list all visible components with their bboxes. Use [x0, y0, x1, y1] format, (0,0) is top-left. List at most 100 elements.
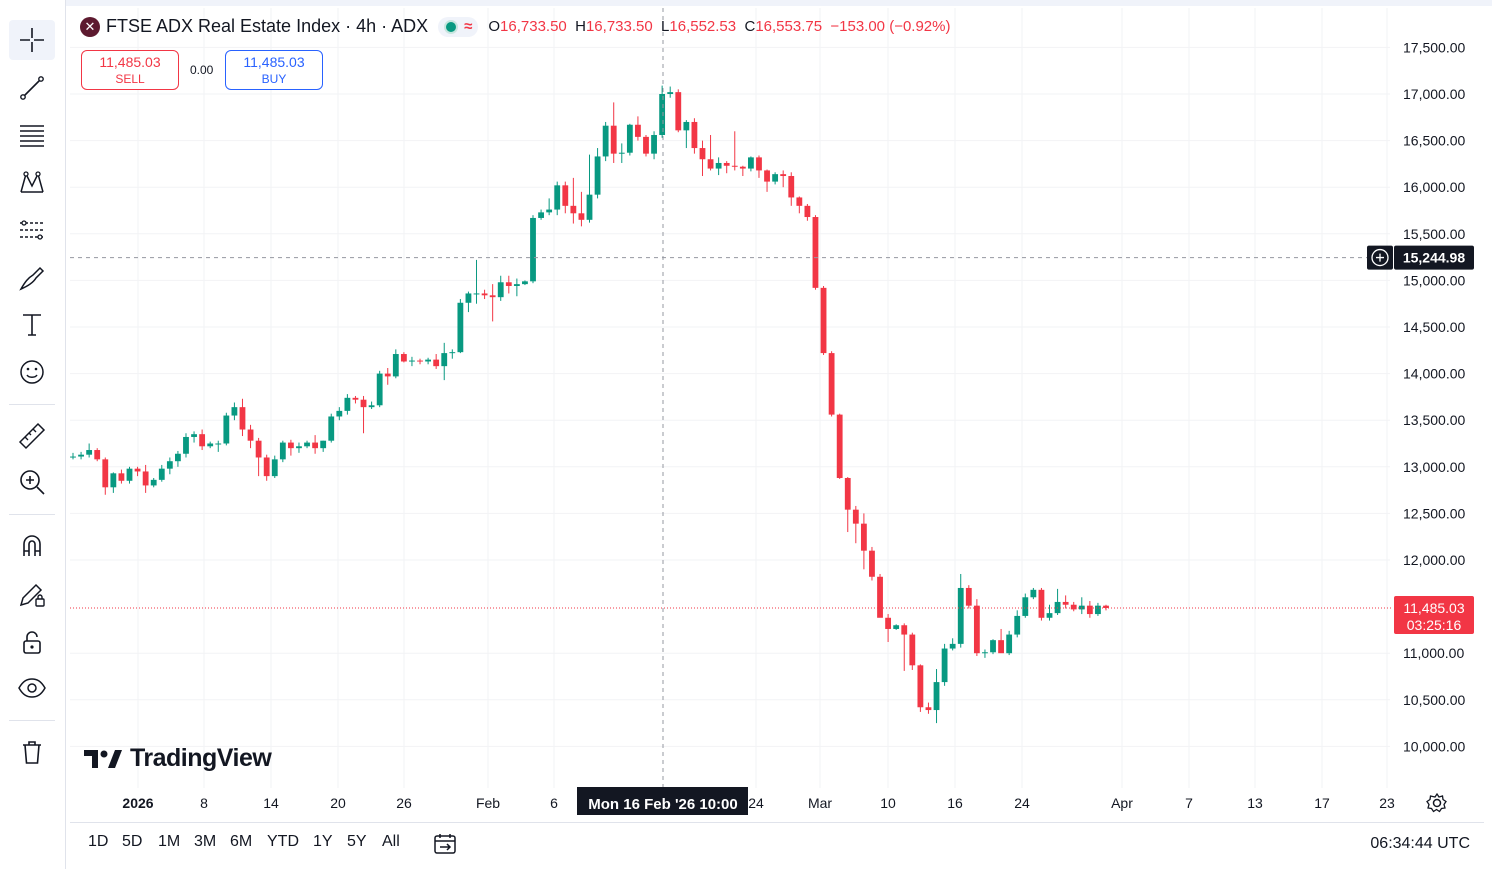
- price-chart[interactable]: 17,500.00 17,000.00 16,500.00 16,000.00 15,5…: [70, 8, 1484, 820]
- candle-body[interactable]: [126, 468, 133, 481]
- candle-body[interactable]: [772, 174, 779, 182]
- candle-body[interactable]: [513, 284, 520, 286]
- candle-body[interactable]: [239, 407, 246, 430]
- candle-body[interactable]: [522, 281, 528, 285]
- candle-body[interactable]: [215, 443, 222, 445]
- candle-body[interactable]: [618, 152, 625, 154]
- go-to-date-icon[interactable]: [432, 831, 458, 857]
- range-1y-button[interactable]: 1Y: [313, 833, 333, 850]
- candle-body[interactable]: [247, 429, 254, 441]
- text-tool-icon[interactable]: [9, 304, 55, 344]
- candle-body[interactable]: [893, 625, 900, 629]
- candle-body[interactable]: [828, 353, 835, 415]
- lock-icon[interactable]: [9, 622, 55, 662]
- range-1m-button[interactable]: 1M: [158, 833, 181, 850]
- range-5d-button[interactable]: 5D: [122, 833, 143, 850]
- candle-body[interactable]: [409, 360, 415, 362]
- candle-body[interactable]: [530, 217, 536, 282]
- candle-body[interactable]: [635, 124, 641, 137]
- candle-body[interactable]: [191, 434, 197, 437]
- candle-body[interactable]: [320, 440, 327, 449]
- candle-body[interactable]: [1030, 589, 1037, 598]
- candle-body[interactable]: [231, 407, 238, 416]
- candle-body[interactable]: [909, 634, 916, 666]
- candle-body[interactable]: [183, 436, 189, 454]
- candle-body[interactable]: [102, 459, 109, 488]
- candle-body[interactable]: [70, 456, 76, 458]
- magnet-icon[interactable]: [9, 526, 55, 566]
- candle-body[interactable]: [1006, 634, 1013, 654]
- candle-body[interactable]: [441, 353, 448, 367]
- candle-body[interactable]: [1022, 597, 1029, 616]
- zoom-in-icon[interactable]: [9, 462, 55, 502]
- candle-body[interactable]: [659, 94, 666, 136]
- candle-body[interactable]: [852, 509, 859, 524]
- candle-body[interactable]: [352, 397, 359, 400]
- candle-body[interactable]: [691, 121, 698, 149]
- candle-body[interactable]: [271, 459, 278, 477]
- candle-body[interactable]: [925, 707, 932, 711]
- candle-body[interactable]: [901, 625, 908, 635]
- candle-body[interactable]: [94, 450, 101, 460]
- candle-body[interactable]: [957, 587, 964, 644]
- x-logo-icon[interactable]: ✕: [80, 16, 100, 37]
- candle-body[interactable]: [667, 92, 674, 94]
- candle-body[interactable]: [675, 92, 682, 131]
- candle-body[interactable]: [917, 665, 924, 708]
- candle-body[interactable]: [1062, 601, 1069, 605]
- candle-body[interactable]: [965, 587, 972, 606]
- candle-body[interactable]: [134, 468, 141, 472]
- candle-body[interactable]: [990, 640, 996, 653]
- candle-body[interactable]: [941, 648, 948, 683]
- candle-body[interactable]: [78, 454, 84, 457]
- candle-body[interactable]: [538, 212, 544, 218]
- candle-body[interactable]: [885, 617, 892, 629]
- candle-body[interactable]: [748, 157, 754, 169]
- sell-button[interactable]: 11,485.03 SELL: [81, 50, 179, 90]
- candle-body[interactable]: [118, 473, 125, 481]
- candle-body[interactable]: [1103, 605, 1109, 608]
- candle-body[interactable]: [425, 359, 431, 362]
- candle-body[interactable]: [562, 185, 569, 206]
- candle-body[interactable]: [392, 354, 399, 377]
- candle-body[interactable]: [788, 176, 795, 198]
- candle-body[interactable]: [489, 295, 496, 298]
- emoji-tool-icon[interactable]: [9, 352, 55, 392]
- candle-body[interactable]: [570, 205, 577, 214]
- candle-body[interactable]: [328, 416, 335, 441]
- candle-body[interactable]: [417, 360, 423, 362]
- chart-area[interactable]: 17,500.00 17,000.00 16,500.00 16,000.00 15,5…: [70, 8, 1484, 820]
- tradingview-logo[interactable]: TradingView: [84, 744, 272, 773]
- candle-body[interactable]: [376, 373, 383, 406]
- candle-body[interactable]: [723, 162, 730, 166]
- candle-body[interactable]: [368, 405, 375, 408]
- candle-body[interactable]: [344, 397, 351, 411]
- candle-body[interactable]: [110, 473, 117, 488]
- candle-body[interactable]: [457, 302, 464, 353]
- candle-body[interactable]: [223, 415, 230, 444]
- candle-body[interactable]: [166, 461, 173, 469]
- chart-settings-gear-icon[interactable]: [1426, 792, 1448, 814]
- candle-body[interactable]: [199, 434, 206, 447]
- candle-body[interactable]: [497, 282, 504, 298]
- candle-body[interactable]: [877, 576, 883, 618]
- candle-body[interactable]: [360, 399, 367, 408]
- buy-button[interactable]: 11,485.03 BUY: [225, 50, 323, 90]
- trash-icon[interactable]: [9, 732, 55, 772]
- candle-body[interactable]: [731, 165, 738, 167]
- candle-body[interactable]: [287, 442, 294, 449]
- utc-clock[interactable]: 06:34:44 UTC: [1370, 835, 1470, 852]
- candle-body[interactable]: [820, 287, 827, 354]
- candle-body[interactable]: [400, 354, 407, 362]
- range-1d-button[interactable]: 1D: [88, 833, 109, 850]
- candle-body[interactable]: [255, 440, 262, 458]
- candle-body[interactable]: [150, 479, 157, 486]
- candle-body[interactable]: [756, 157, 762, 171]
- candle-body[interactable]: [602, 125, 609, 157]
- candle-body[interactable]: [142, 471, 149, 486]
- lock-drawing-pencil-icon[interactable]: [9, 574, 55, 614]
- candle-body[interactable]: [796, 197, 803, 206]
- candle-body[interactable]: [207, 443, 214, 447]
- candle-body[interactable]: [610, 125, 617, 154]
- candle-body[interactable]: [1038, 589, 1045, 618]
